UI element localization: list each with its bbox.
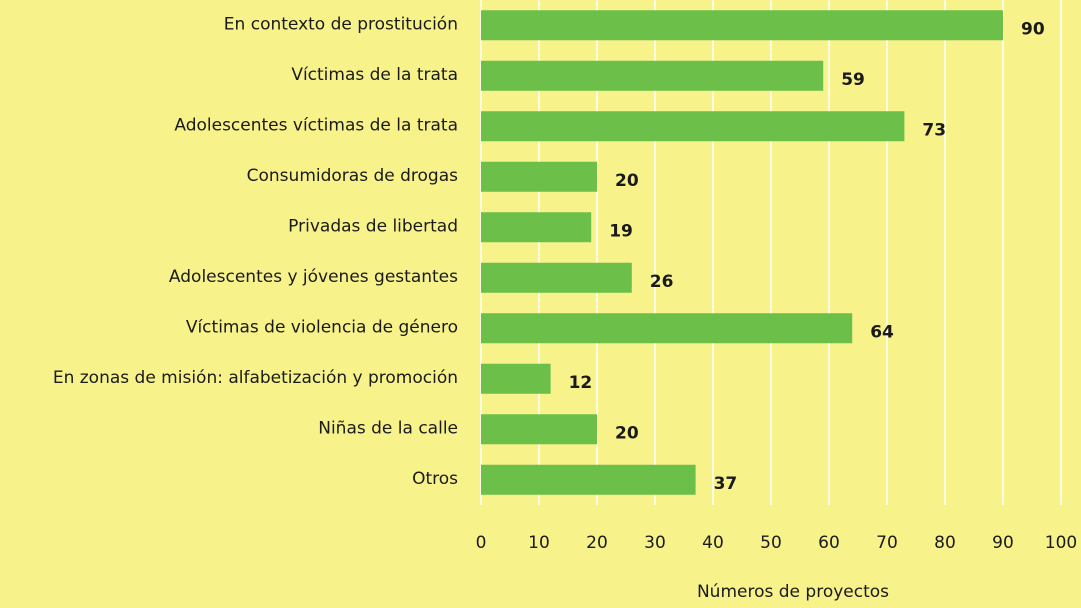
bar <box>481 414 597 445</box>
value-label: 12 <box>569 373 593 393</box>
value-label: 73 <box>922 120 946 140</box>
bar <box>481 111 905 142</box>
x-tick-label: 70 <box>876 533 898 553</box>
x-tick-label: 50 <box>760 533 782 553</box>
y-tick-label: Víctimas de la trata <box>291 65 458 85</box>
bar <box>481 363 551 394</box>
bar <box>481 212 592 243</box>
y-tick-label: Adolescentes víctimas de la trata <box>174 115 458 135</box>
y-tick-label: Privadas de libertad <box>288 216 458 236</box>
bar <box>481 161 597 192</box>
bar <box>481 10 1003 41</box>
value-label: 19 <box>609 221 633 241</box>
y-tick-label: En contexto de prostitución <box>224 14 458 34</box>
value-label: 37 <box>714 474 738 494</box>
x-tick-label: 90 <box>992 533 1014 553</box>
y-tick-label: Niñas de la calle <box>318 418 458 438</box>
x-axis-label: Números de proyectos <box>697 582 889 602</box>
x-tick-label: 20 <box>586 533 608 553</box>
x-tick-label: 10 <box>528 533 550 553</box>
x-tick-label: 60 <box>818 533 840 553</box>
y-tick-label: Consumidoras de drogas <box>247 166 458 186</box>
bar <box>481 262 632 293</box>
x-tick-label: 30 <box>644 533 666 553</box>
value-label: 20 <box>615 423 639 443</box>
value-label: 59 <box>841 70 865 90</box>
value-label: 20 <box>615 171 639 191</box>
value-label: 64 <box>870 322 894 342</box>
y-tick-label: Adolescentes y jóvenes gestantes <box>169 267 458 287</box>
bar <box>481 60 824 91</box>
x-tick-label: 0 <box>476 533 487 553</box>
y-tick-label: En zonas de misión: alfabetización y pro… <box>53 368 458 388</box>
x-tick-label: 40 <box>702 533 724 553</box>
value-label: 90 <box>1021 19 1045 39</box>
x-tick-label: 100 <box>1045 533 1077 553</box>
y-tick-label: Víctimas de violencia de género <box>186 317 458 337</box>
bar <box>481 464 696 495</box>
value-label: 26 <box>650 272 674 292</box>
x-tick-label: 80 <box>934 533 956 553</box>
y-tick-label: Otros <box>412 469 458 489</box>
bar <box>481 313 853 344</box>
